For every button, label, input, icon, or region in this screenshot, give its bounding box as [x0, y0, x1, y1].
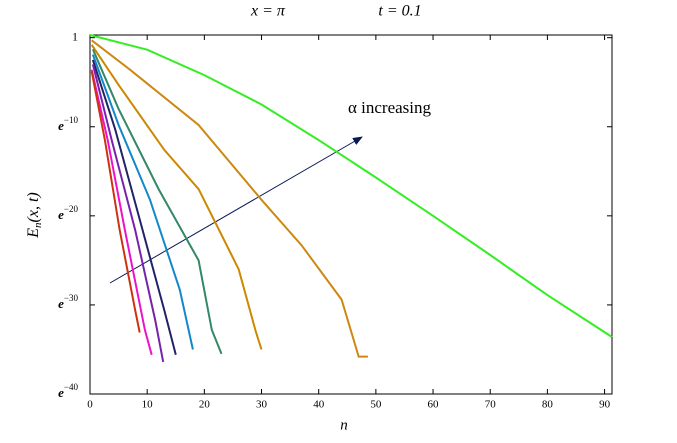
- x-tick-label: 70: [485, 399, 497, 411]
- y-axis-label: En(x, t): [25, 192, 44, 238]
- series-line: [90, 44, 263, 350]
- x-tick-label: 40: [313, 399, 325, 411]
- x-tick-label: 50: [370, 399, 382, 411]
- plot-frame: [89, 34, 613, 395]
- annotation: α increasing: [348, 98, 432, 117]
- x-tick-label: 0: [87, 399, 93, 411]
- series-line: [91, 54, 194, 350]
- series-line: [91, 39, 368, 358]
- y-tick-label: e−30: [58, 293, 78, 311]
- x-tick-label: 20: [199, 399, 211, 411]
- series-line: [91, 48, 223, 355]
- series-line: [90, 71, 141, 333]
- x-tick-label: 80: [542, 399, 554, 411]
- chart-title: x = π: [250, 3, 286, 20]
- series-line: [90, 69, 153, 356]
- y-tick-label: e−10: [58, 115, 78, 133]
- y-tick-label: e−40: [58, 382, 78, 400]
- series-line: [91, 64, 165, 363]
- y-tick-label: 1: [72, 29, 78, 43]
- x-tick-label: 90: [599, 399, 611, 411]
- x-axis-label: n: [340, 417, 348, 433]
- series-line: [91, 59, 177, 356]
- x-tick-label: 30: [256, 399, 268, 411]
- y-tick-label: e−20: [58, 204, 78, 222]
- arrow: [109, 136, 363, 284]
- chart-subtitle: t = 0.1: [378, 3, 421, 20]
- series-line: [89, 34, 613, 338]
- x-tick-label: 60: [428, 399, 440, 411]
- x-tick-label: 10: [142, 399, 154, 411]
